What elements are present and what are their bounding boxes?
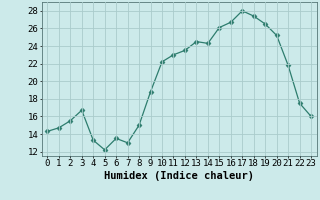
X-axis label: Humidex (Indice chaleur): Humidex (Indice chaleur) [104,171,254,181]
